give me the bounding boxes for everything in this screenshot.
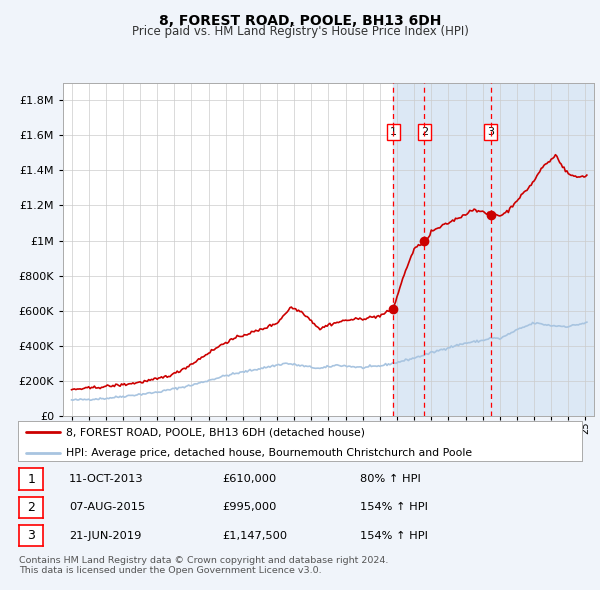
Text: HPI: Average price, detached house, Bournemouth Christchurch and Poole: HPI: Average price, detached house, Bour…: [66, 448, 472, 458]
Text: 154% ↑ HPI: 154% ↑ HPI: [360, 503, 428, 512]
Text: £1,147,500: £1,147,500: [222, 531, 287, 540]
Text: 80% ↑ HPI: 80% ↑ HPI: [360, 474, 421, 484]
Bar: [393, 83, 594, 416]
Text: 8, FOREST ROAD, POOLE, BH13 6DH: 8, FOREST ROAD, POOLE, BH13 6DH: [159, 14, 441, 28]
Text: 11-OCT-2013: 11-OCT-2013: [69, 474, 143, 484]
Text: 154% ↑ HPI: 154% ↑ HPI: [360, 531, 428, 540]
Text: £610,000: £610,000: [222, 474, 276, 484]
Text: 8, FOREST ROAD, POOLE, BH13 6DH (detached house): 8, FOREST ROAD, POOLE, BH13 6DH (detache…: [66, 428, 365, 438]
Text: This data is licensed under the Open Government Licence v3.0.: This data is licensed under the Open Gov…: [19, 566, 322, 575]
Text: £995,000: £995,000: [222, 503, 277, 512]
Text: 2: 2: [27, 501, 35, 514]
Text: 21-JUN-2019: 21-JUN-2019: [69, 531, 142, 540]
Text: 1: 1: [390, 127, 397, 137]
Text: 07-AUG-2015: 07-AUG-2015: [69, 503, 145, 512]
Text: 3: 3: [27, 529, 35, 542]
Text: 2: 2: [421, 127, 428, 137]
Text: 3: 3: [487, 127, 494, 137]
Text: Price paid vs. HM Land Registry's House Price Index (HPI): Price paid vs. HM Land Registry's House …: [131, 25, 469, 38]
Text: 1: 1: [27, 473, 35, 486]
Text: Contains HM Land Registry data © Crown copyright and database right 2024.: Contains HM Land Registry data © Crown c…: [19, 556, 389, 565]
